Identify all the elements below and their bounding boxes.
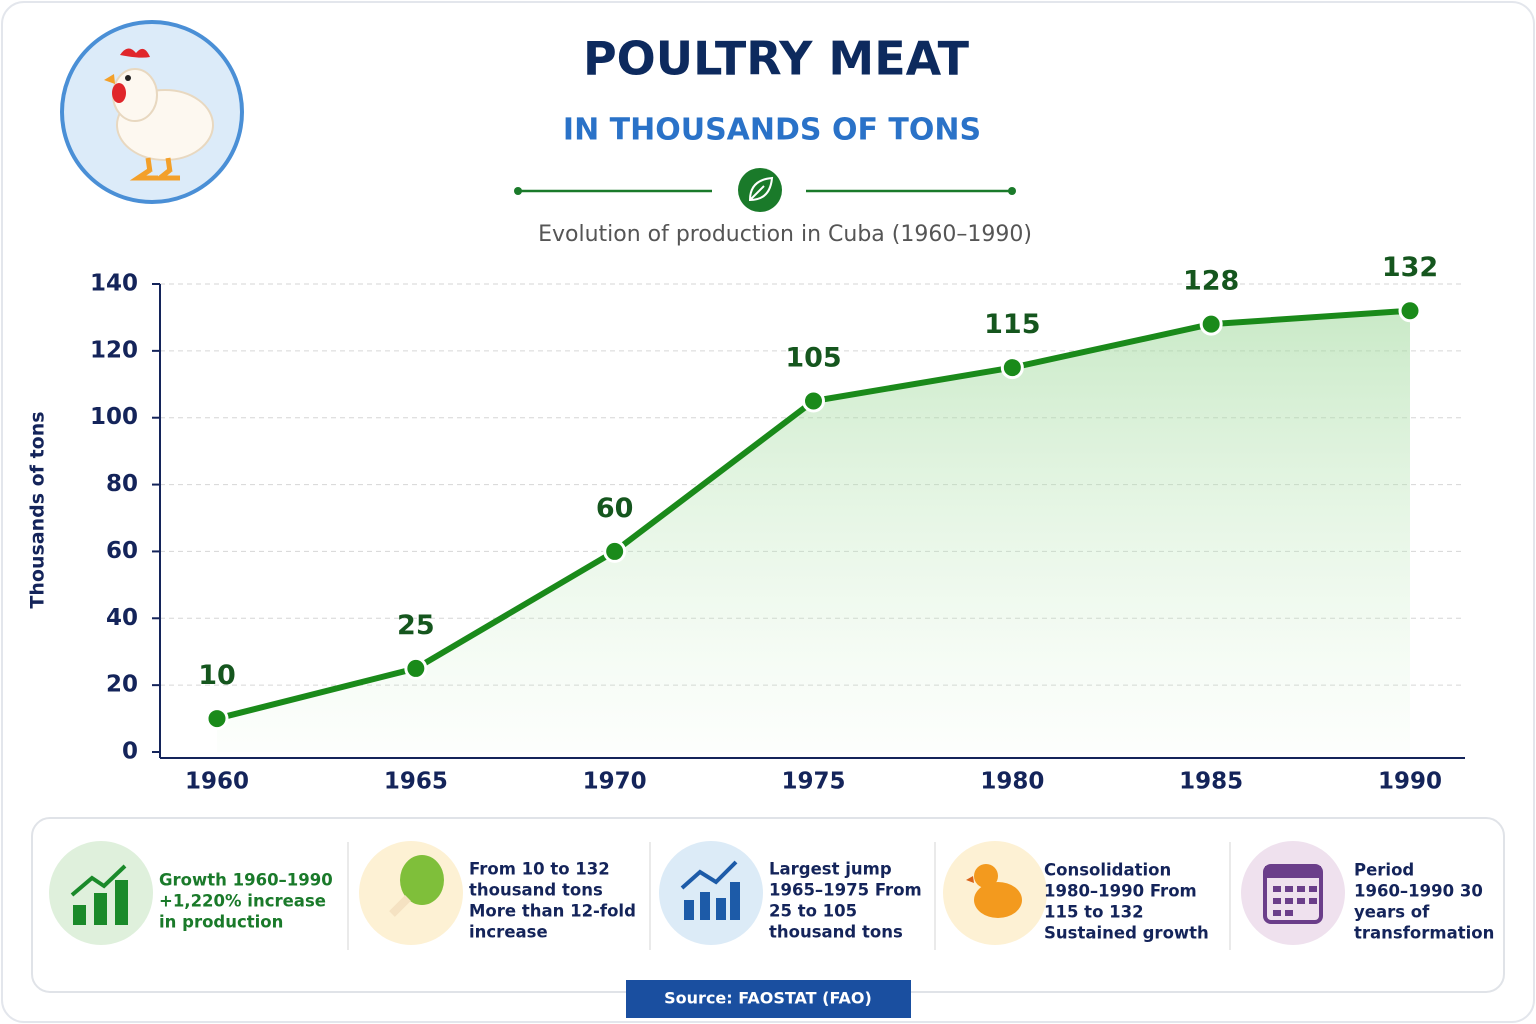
card-icon xyxy=(1241,841,1345,945)
data-label: 10 xyxy=(198,660,236,691)
point xyxy=(205,707,229,731)
y-tick-label: 60 xyxy=(106,538,138,564)
x-tick-label: 1965 xyxy=(384,769,448,795)
card-text: 115 to 132 xyxy=(1044,903,1144,922)
y-tick-label: 80 xyxy=(106,471,138,497)
divider xyxy=(514,168,1016,212)
data-label: 25 xyxy=(397,610,435,641)
point xyxy=(1000,356,1024,380)
card-icon xyxy=(49,841,153,945)
x-tick-label: 1970 xyxy=(583,769,647,795)
data-label: 132 xyxy=(1382,252,1438,283)
x-tick-label: 1975 xyxy=(781,769,845,795)
source: Source: FAOSTAT (FAO) xyxy=(664,989,872,1008)
plot: 0 20 40 60 80 100 120 140 1960 1965 1970 1975 1980 19… xyxy=(90,252,1465,795)
point xyxy=(1199,312,1223,336)
y-tick-label: 40 xyxy=(106,605,138,631)
y-tick-label: 0 xyxy=(122,739,138,765)
chart-subtitle: IN THOUSANDS OF TONS xyxy=(563,113,981,148)
card-icon xyxy=(943,841,1047,945)
card-text: Period xyxy=(1354,861,1414,880)
card-text: More than 12-fold xyxy=(469,902,636,921)
point xyxy=(404,656,428,680)
cards: Growth 1960–1990 +1,220% increase in produ… xyxy=(159,860,1494,943)
chart-description: Evolution of production in Cuba (1960–19… xyxy=(538,222,1032,247)
card-text: 1960–1990 30 xyxy=(1354,882,1483,901)
card-text: years of xyxy=(1354,903,1430,922)
card-text: Largest jump xyxy=(769,860,892,879)
card-text: transformation xyxy=(1354,924,1494,943)
card-icon xyxy=(359,841,463,945)
card-text: 1980–1990 From xyxy=(1044,882,1197,901)
card-text: in production xyxy=(159,913,283,932)
data-label: 128 xyxy=(1183,266,1239,297)
area xyxy=(217,310,1410,752)
data-label: 105 xyxy=(785,343,841,374)
y-tick-label: 120 xyxy=(90,337,138,363)
data-label: 60 xyxy=(596,493,634,524)
x-tick-label: 1985 xyxy=(1179,769,1243,795)
y-tick-label: 20 xyxy=(106,672,138,698)
data-label: 115 xyxy=(984,309,1040,340)
card-text: 25 to 105 xyxy=(769,902,857,921)
chicken-badge xyxy=(60,20,244,204)
y-tick-label: 100 xyxy=(90,404,138,430)
x-tick-label: 1990 xyxy=(1378,769,1442,795)
card-text: thousand tons xyxy=(769,923,903,942)
chart-title: POULTRY MEAT xyxy=(583,32,970,86)
card-text: 1965–1975 From xyxy=(769,881,922,900)
card-text: thousand tons xyxy=(469,881,603,900)
card-text: Consolidation xyxy=(1044,861,1171,880)
card-text: +1,220% increase xyxy=(159,892,326,911)
point xyxy=(603,539,627,563)
x-tick-label: 1960 xyxy=(185,769,249,795)
point xyxy=(802,389,825,413)
card-text: Growth 1960–1990 xyxy=(159,871,333,890)
point xyxy=(1398,299,1422,323)
y-tick-label: 140 xyxy=(90,271,138,297)
x-tick-label: 1980 xyxy=(980,769,1044,795)
card-dividers xyxy=(347,842,1231,950)
source-box xyxy=(626,980,911,1018)
y-axis-label: Thousands of tons xyxy=(27,411,49,608)
card-text: increase xyxy=(469,923,548,942)
card-text: From 10 to 132 xyxy=(469,860,610,879)
card-text: Sustained growth xyxy=(1044,924,1209,943)
card-icon xyxy=(659,841,763,945)
